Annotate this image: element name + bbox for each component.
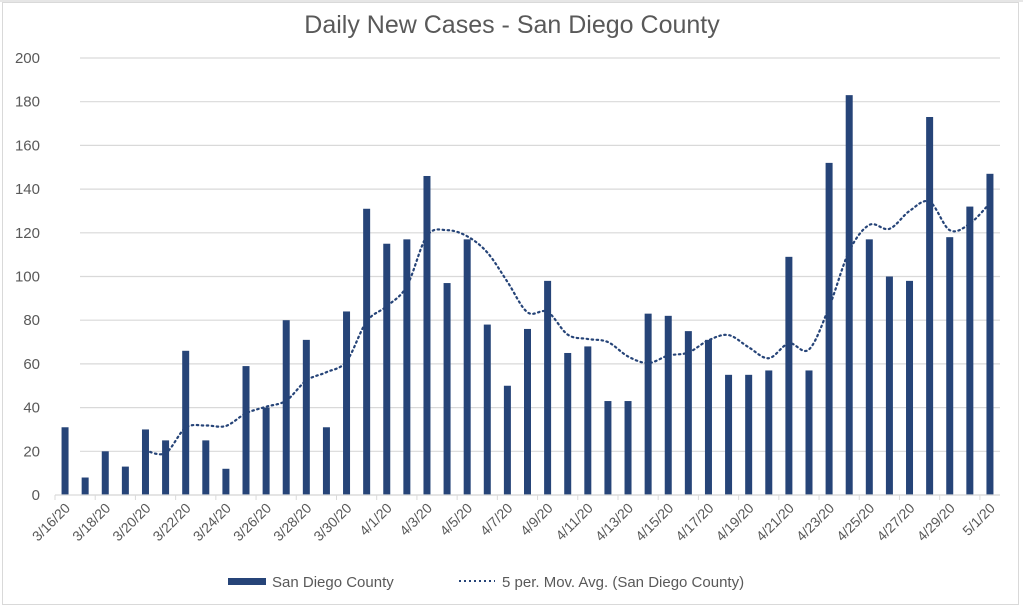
x-tick-label: 3/18/20	[69, 500, 113, 544]
moving-average-series	[144, 199, 992, 456]
bar[interactable]	[483, 324, 491, 495]
bar[interactable]	[302, 339, 310, 495]
legend-swatch-bars	[228, 578, 266, 585]
gridlines	[80, 57, 1000, 496]
bar[interactable]	[745, 374, 753, 495]
x-tick-label: 4/7/20	[477, 500, 516, 539]
bar[interactable]	[704, 339, 712, 495]
y-tick-label: 40	[23, 400, 40, 417]
bar[interactable]	[684, 331, 692, 495]
x-tick-label: 4/13/20	[592, 500, 636, 544]
bar[interactable]	[282, 320, 290, 495]
bar[interactable]	[624, 401, 632, 495]
x-tick-label: 4/3/20	[396, 500, 435, 539]
bar[interactable]	[101, 451, 109, 495]
moving-average-line	[144, 199, 992, 456]
x-tick-label: 4/15/20	[632, 500, 676, 544]
bar[interactable]	[222, 468, 230, 495]
x-tick-label: 5/1/20	[959, 500, 998, 539]
bar[interactable]	[966, 206, 974, 495]
bar[interactable]	[805, 370, 813, 495]
bar[interactable]	[162, 440, 170, 495]
bar[interactable]	[946, 237, 954, 496]
y-tick-label: 120	[15, 225, 40, 242]
bar-series	[61, 95, 994, 496]
x-tick-label: 4/19/20	[712, 500, 756, 544]
bar[interactable]	[403, 239, 411, 495]
chart-title: Daily New Cases - San Diego County	[304, 11, 720, 39]
x-tick-label: 4/5/20	[436, 500, 475, 539]
bar[interactable]	[564, 352, 572, 495]
sheet-top-edge	[0, 0, 1023, 2]
bar[interactable]	[322, 427, 330, 495]
bar[interactable]	[885, 276, 893, 496]
y-tick-label: 140	[15, 181, 40, 198]
legend-label-bars: San Diego County	[272, 574, 394, 591]
bar[interactable]	[182, 350, 190, 495]
legend-label-moving-average: 5 per. Mov. Avg. (San Diego County)	[502, 574, 744, 591]
x-tick-label: 3/16/20	[29, 500, 73, 544]
bar[interactable]	[544, 280, 552, 495]
x-tick-label: 4/17/20	[672, 500, 716, 544]
bar[interactable]	[845, 95, 853, 496]
bar[interactable]	[664, 315, 672, 495]
y-tick-label: 180	[15, 94, 40, 111]
y-tick-label: 60	[23, 356, 40, 373]
bar[interactable]	[202, 440, 210, 495]
bar[interactable]	[363, 208, 371, 495]
x-tick-label: 4/11/20	[552, 500, 596, 544]
bar[interactable]	[81, 477, 89, 495]
bar[interactable]	[121, 466, 129, 495]
bar[interactable]	[262, 407, 270, 495]
x-tick-label: 4/25/20	[833, 500, 877, 544]
x-tick-label: 3/28/20	[270, 500, 314, 544]
x-tick-label: 3/20/20	[109, 500, 153, 544]
bar[interactable]	[463, 239, 471, 495]
legend: San Diego County 5 per. Mov. Avg. (San D…	[228, 574, 744, 591]
bar[interactable]	[524, 328, 531, 495]
y-tick-label: 80	[23, 312, 40, 329]
bar[interactable]	[986, 173, 994, 495]
x-tick-label: 3/30/20	[310, 500, 354, 544]
bar[interactable]	[765, 370, 773, 495]
x-axis: 3/16/203/18/203/20/203/22/203/24/203/26/…	[29, 494, 1000, 544]
x-tick-label: 4/21/20	[753, 500, 797, 544]
y-tick-label: 0	[32, 487, 40, 504]
bar[interactable]	[423, 175, 431, 496]
bar[interactable]	[503, 385, 511, 495]
bar[interactable]	[584, 346, 592, 495]
x-tick-label: 4/23/20	[793, 500, 837, 544]
x-tick-label: 4/9/20	[517, 500, 556, 539]
x-tick-label: 3/24/20	[190, 500, 234, 544]
x-tick-label: 3/26/20	[230, 500, 274, 544]
y-tick-label: 100	[15, 269, 40, 286]
bar[interactable]	[785, 256, 793, 495]
bar[interactable]	[141, 429, 149, 495]
x-tick-label: 3/22/20	[149, 500, 193, 544]
x-tick-label: 4/29/20	[914, 500, 958, 544]
y-axis-ticks: 0 20 40 60 80 100 120 140 160 180 200	[15, 50, 40, 504]
bar[interactable]	[443, 283, 451, 495]
bar[interactable]	[926, 116, 934, 496]
bar[interactable]	[865, 239, 873, 495]
bar[interactable]	[383, 243, 391, 495]
bar[interactable]	[725, 374, 733, 495]
y-tick-label: 200	[15, 50, 40, 67]
x-tick-label: 4/27/20	[873, 500, 917, 544]
bar[interactable]	[644, 313, 652, 495]
bar[interactable]	[242, 366, 250, 495]
y-tick-label: 20	[23, 443, 40, 460]
y-tick-label: 160	[15, 137, 40, 154]
bar[interactable]	[604, 401, 612, 495]
bar[interactable]	[825, 162, 833, 495]
bar[interactable]	[61, 427, 69, 495]
x-tick-label: 4/1/20	[356, 500, 395, 539]
bar[interactable]	[906, 280, 914, 495]
bar[interactable]	[343, 311, 351, 495]
